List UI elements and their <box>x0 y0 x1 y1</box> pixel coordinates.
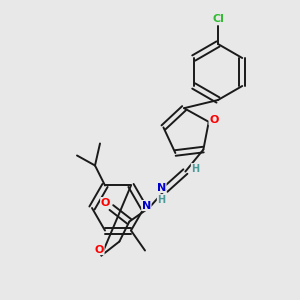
Text: H: H <box>191 164 200 174</box>
Text: O: O <box>95 244 104 255</box>
Text: N: N <box>157 183 166 193</box>
Text: O: O <box>101 198 110 208</box>
Text: N: N <box>142 201 151 211</box>
Text: Cl: Cl <box>212 14 224 24</box>
Text: H: H <box>157 195 165 205</box>
Text: O: O <box>209 115 218 125</box>
